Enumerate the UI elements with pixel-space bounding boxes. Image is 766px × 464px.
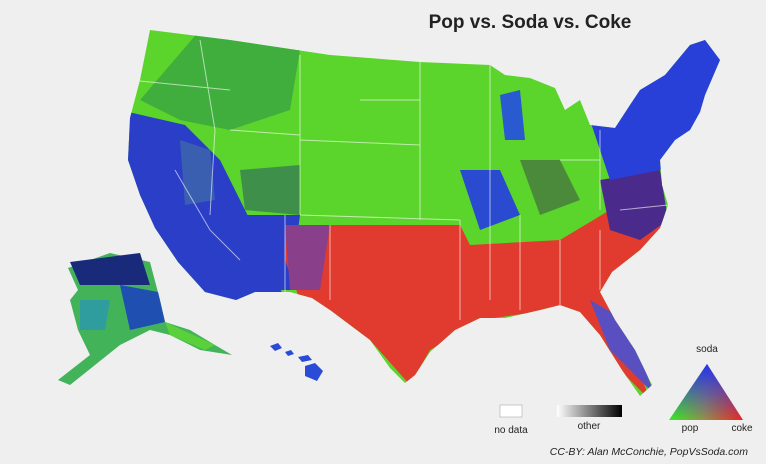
no-data-swatch — [499, 404, 523, 418]
other-label: other — [578, 421, 601, 432]
credit: CC-BY: Alan McConchie, PopVsSoda.com — [550, 446, 748, 458]
alaska — [58, 253, 232, 385]
no-data-label: no data — [494, 425, 528, 436]
pop-label: pop — [682, 423, 699, 434]
other-swatch — [557, 405, 622, 417]
map-title: Pop vs. Soda vs. Coke — [429, 12, 632, 33]
ternary-legend — [669, 364, 743, 420]
hawaii — [270, 343, 323, 381]
coke-label: coke — [731, 423, 753, 434]
soda-label: soda — [696, 344, 718, 355]
